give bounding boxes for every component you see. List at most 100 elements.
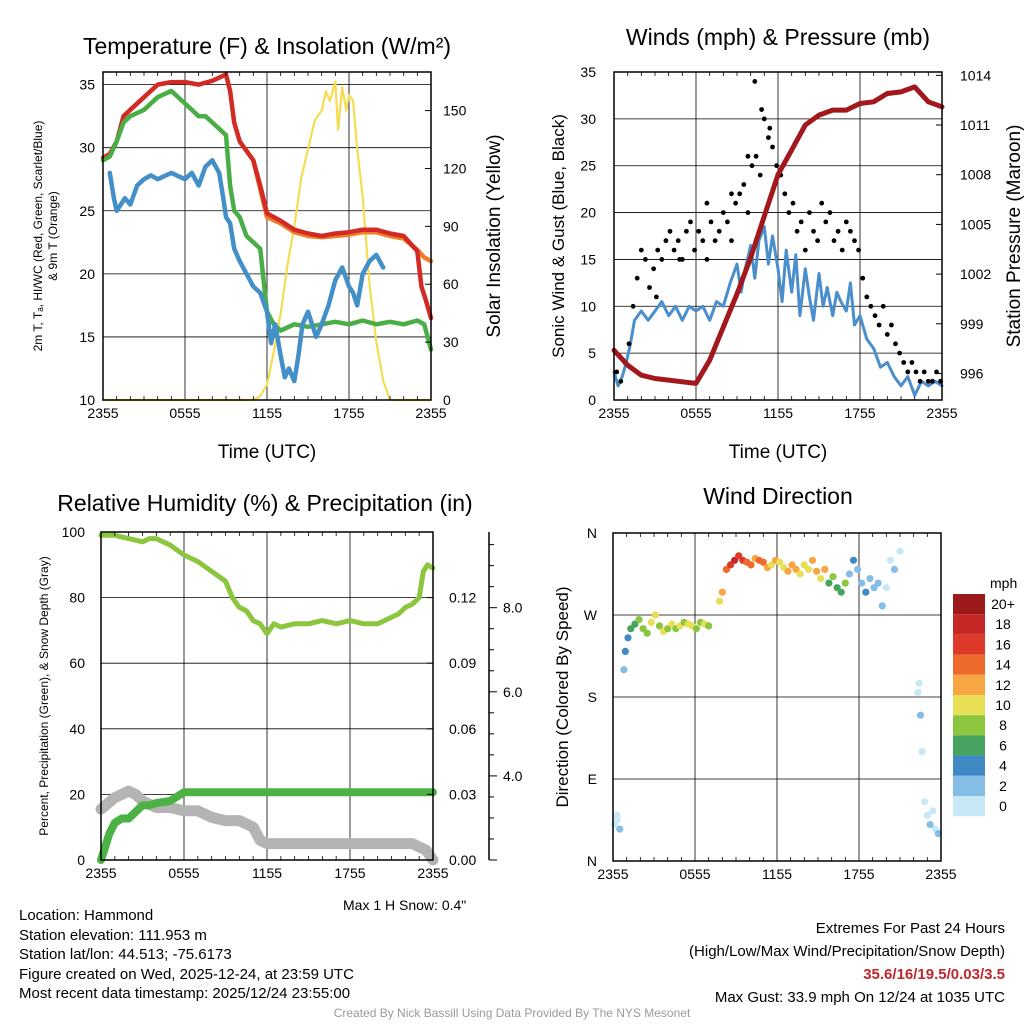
speed-legend-swatch xyxy=(953,796,985,817)
humidity-series-relative-humidity xyxy=(98,532,436,637)
max-gust: Max Gust: 33.9 mph On 12/24 at 1035 UTC xyxy=(714,989,1005,1006)
speed-legend-label: 10 xyxy=(995,697,1011,713)
speed-legend-title: mph xyxy=(990,575,1017,591)
gust-point xyxy=(651,266,656,272)
speed-legend-swatch xyxy=(953,634,985,655)
winds-panel: Winds (mph) & Pressure (mb) 2355 0555 1155… xyxy=(549,24,1024,463)
gust-point xyxy=(745,153,751,159)
insolation-ytick-label: 120 xyxy=(443,160,467,176)
wind-direction-point xyxy=(874,579,882,587)
temperature-ytick-label: 35 xyxy=(79,77,95,93)
temperature-series-2m-t xyxy=(100,72,434,321)
speed-legend-label: 16 xyxy=(995,636,1011,652)
pressure-ytick-label: 1011 xyxy=(960,117,990,133)
temperature-xtick-label: 1155 xyxy=(252,405,282,421)
precip-ytick-label: 0.12 xyxy=(449,590,476,606)
humidity-series xyxy=(95,532,439,866)
gust-point xyxy=(647,285,652,290)
wind-direction-xtick-label: 0555 xyxy=(679,866,710,882)
gust-point xyxy=(767,125,773,131)
speed-legend-swatch xyxy=(953,715,985,736)
wind-direction-grid xyxy=(612,532,942,862)
sonic-wind-line xyxy=(612,225,944,397)
wind-direction-title: Wind Direction xyxy=(703,483,853,509)
credit-footer: Created By Nick Bassill Using Data Provi… xyxy=(333,1006,691,1020)
gust-point xyxy=(811,228,816,234)
gust-point xyxy=(839,247,845,253)
extremes-info: Extremes For Past 24 Hours (High/Low/Max… xyxy=(689,917,1005,1009)
speed-legend-swatch xyxy=(953,594,985,615)
wind-direction-point xyxy=(759,558,767,566)
recent-timestamp: Most recent data timestamp: 2025/12/24 2… xyxy=(19,985,351,1002)
gust-point xyxy=(729,191,734,197)
insolation-ytick-label: 90 xyxy=(443,218,459,234)
temperature-xtick-label: 1755 xyxy=(333,405,364,421)
wind-direction-point xyxy=(627,625,635,633)
speed-legend-label: 12 xyxy=(995,677,1011,693)
gust-point xyxy=(638,247,644,253)
temperature-series-hi-wc xyxy=(107,158,386,384)
gust-point xyxy=(815,238,820,244)
winds-ytick-label: 20 xyxy=(580,205,596,221)
station-latlon: Station lat/lon: 44.513; -75.6173 xyxy=(19,946,232,963)
gust-point xyxy=(614,369,620,375)
wind-direction-point xyxy=(804,565,813,574)
insolation-ytick-label: 0 xyxy=(443,392,451,408)
winds-ytick-label: 30 xyxy=(580,111,596,127)
gust-point xyxy=(827,210,833,216)
gust-point xyxy=(684,228,689,234)
temperature-panel: Temperature (F) & Insolation (W/m²) 2355… xyxy=(31,33,505,463)
insolation-ytick-label: 30 xyxy=(443,334,459,350)
station-pressure-line xyxy=(611,84,945,386)
humidity-ticks: 2355 0555 1155 1755 23550204060801000.000.03… xyxy=(62,524,523,881)
gust-point xyxy=(893,341,898,347)
wind-direction-point xyxy=(767,561,776,569)
wind-direction-point xyxy=(651,611,660,619)
wind-direction-ytick-label: E xyxy=(588,771,597,787)
wind-direction-point xyxy=(858,579,866,587)
wind-direction-frame xyxy=(612,532,942,862)
temperature-ylabel-line1: 2m T, Tₐ, HI/WC (Red, Green, Scarlet/Blu… xyxy=(31,121,45,352)
humidity-ytick-label: 20 xyxy=(69,786,85,802)
temperature-ylabel-line2: & 9m T (Orange) xyxy=(46,191,60,281)
humidity-ytick-label: 0 xyxy=(77,852,85,868)
gust-point xyxy=(667,228,673,234)
speed-legend-label: 4 xyxy=(999,758,1007,774)
gust-point xyxy=(770,144,775,150)
winds-ticks: 2355 0555 1155 1755 235505101520253035996999… xyxy=(580,64,991,421)
gust-point xyxy=(634,275,640,281)
precip-ytick-label: 0.06 xyxy=(449,721,476,737)
max-snow-annotation: Max 1 H Snow: 0.4" xyxy=(343,897,467,913)
precip-ytick-label: 0.00 xyxy=(449,852,476,868)
wind-direction-xtick-label: 1155 xyxy=(762,866,792,882)
station-location: Location: Hammond xyxy=(19,907,154,924)
gust-point xyxy=(798,219,804,225)
speed-legend: mph 20+ 18 16 14 12 10 8 6 4 2 0 xyxy=(953,575,1017,817)
winds-series xyxy=(611,79,945,397)
wind-direction-point xyxy=(870,584,878,592)
gust-point xyxy=(733,200,738,206)
speed-legend-label: 18 xyxy=(995,616,1011,632)
gust-point xyxy=(823,219,829,225)
winds-ytick-label: 15 xyxy=(580,251,596,267)
wind-direction-point xyxy=(854,565,862,574)
wind-direction-point xyxy=(845,570,854,578)
wind-direction-ytick-label: S xyxy=(588,689,597,705)
gust-point xyxy=(643,257,648,262)
wind-direction-point xyxy=(821,565,829,574)
gust-point xyxy=(704,200,710,206)
wind-direction-point xyxy=(726,561,735,569)
extremes-subtitle: (High/Low/Max Wind/Precipitation/Snow De… xyxy=(689,943,1005,960)
speed-legend-swatch xyxy=(953,735,985,756)
wind-direction-point xyxy=(808,556,817,564)
temperature-xtick-label: 2355 xyxy=(87,405,118,421)
pressure-ytick-label: 996 xyxy=(960,365,984,381)
wind-direction-point xyxy=(886,556,895,564)
snow-depth-tick-label: 8.0 xyxy=(503,600,523,616)
wind-direction-point xyxy=(921,798,929,806)
gust-point xyxy=(759,107,764,112)
precip-ytick-label: 0.09 xyxy=(449,655,476,671)
gust-point xyxy=(917,378,923,384)
gust-point xyxy=(659,257,665,262)
